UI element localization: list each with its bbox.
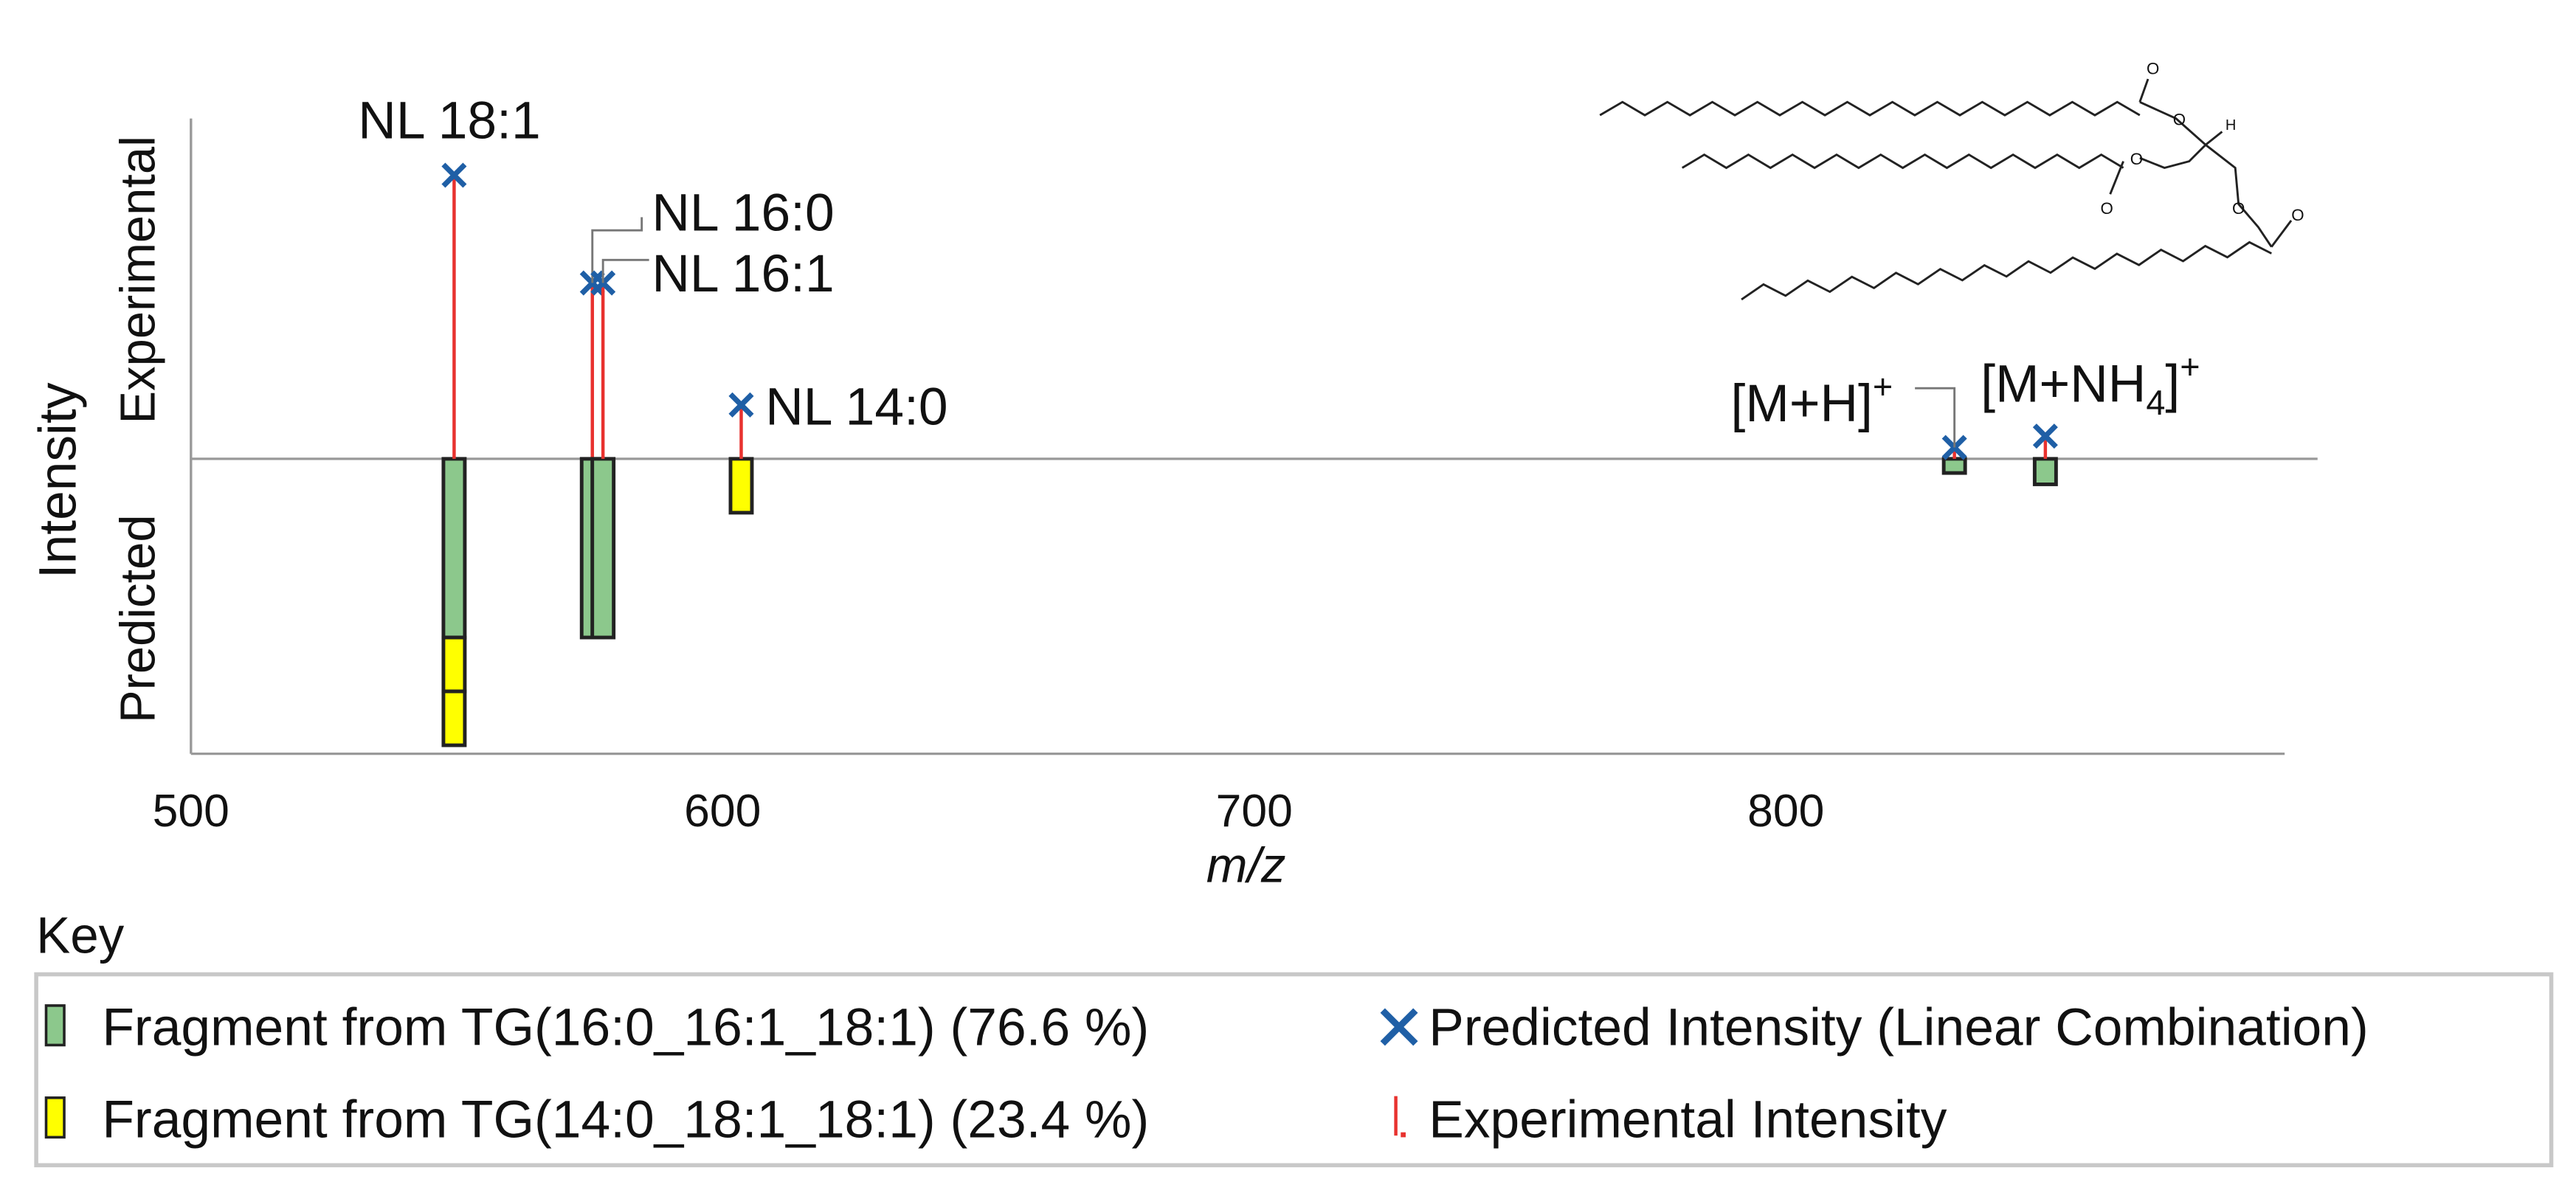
- legend-label: Fragment from TG(16:0_16:1_18:1) (76.6 %…: [102, 998, 1149, 1057]
- hydrogen-atom: H: [2225, 117, 2237, 134]
- peak-label-part: NL 14:0: [765, 378, 947, 437]
- lower-axis-label: Predicted: [111, 514, 166, 723]
- predicted-intensity-marker: [441, 162, 467, 188]
- predicted-fragment-bar: [590, 457, 616, 640]
- peak-label-part: NL 16:0: [652, 183, 834, 242]
- molecule-structure: O O O O O O H: [1599, 59, 2304, 301]
- predicted-fragment-bar: [2032, 457, 2058, 486]
- cross: [728, 392, 754, 418]
- acyl-chain: [1741, 241, 2272, 301]
- peak-label-part: NL 18:1: [358, 91, 540, 150]
- carbonyl-bond: [2138, 78, 2149, 103]
- peak-label: [M+H]+: [1731, 367, 1893, 433]
- oxygen-atom: O: [2147, 59, 2159, 77]
- acyl-chain: [1681, 153, 2124, 170]
- peak-label: NL 16:0: [652, 183, 834, 242]
- peak-label-part: +: [2180, 348, 2200, 386]
- x-tick-label: 800: [1747, 785, 1824, 837]
- hydrogen-bond: [2205, 131, 2223, 146]
- x-tick-label: 700: [1216, 785, 1293, 837]
- oxygen-atom: O: [2101, 199, 2113, 218]
- predicted-fragment-bar: [441, 635, 467, 694]
- y-axis-label: Intensity: [29, 382, 88, 578]
- cross: [441, 162, 467, 188]
- peak-label-part: ]: [2165, 354, 2180, 413]
- peak-label-part: NL 16:1: [652, 244, 834, 303]
- legend-swatch: [44, 1004, 66, 1047]
- oxygen-atom: O: [2173, 111, 2186, 129]
- acyl-chain: [1599, 100, 2141, 117]
- predicted-intensity-marker: [2032, 424, 2058, 449]
- predicted-fragment-bar: [441, 689, 467, 747]
- legend-label: Experimental Intensity: [1429, 1090, 1947, 1149]
- legend-box: [34, 972, 2554, 1168]
- peak-label: NL 14:0: [765, 378, 947, 437]
- legend-swatch: [44, 1096, 66, 1139]
- legend-swatch-dot: [1401, 1132, 1406, 1138]
- predicted-fragment-bar: [728, 457, 754, 515]
- predicted-fragment-bar: [1941, 457, 1967, 475]
- peak-label-part: [M+H]: [1731, 374, 1873, 433]
- peak-label-part: +: [1873, 367, 1893, 406]
- glycerol-backbone: [2139, 100, 2208, 170]
- oxygen-atom: O: [2291, 206, 2304, 224]
- cross: [1941, 435, 1967, 460]
- predicted-fragment-bar: [441, 457, 467, 640]
- carbonyl-bond: [2271, 220, 2293, 248]
- label-leader: [601, 258, 649, 283]
- cross: [2032, 424, 2058, 449]
- legend-label: Fragment from TG(14:0_18:1_18:1) (23.4 %…: [102, 1090, 1149, 1149]
- upper-axis-label: Experimental: [111, 136, 166, 424]
- peak-label-part: [M+NH: [1981, 354, 2146, 413]
- legend-swatch: [1380, 1008, 1418, 1046]
- glycerol-backbone: [2205, 144, 2273, 248]
- predicted-intensity-marker: [1941, 435, 1967, 460]
- peak-label: [M+NH4]+: [1981, 348, 2200, 422]
- legend-title: Key: [36, 907, 125, 964]
- oxygen-atom: O: [2232, 199, 2245, 218]
- oxygen-atom: O: [2130, 150, 2143, 168]
- peak-label: NL 18:1: [358, 91, 540, 150]
- x-tick-label: 500: [153, 785, 229, 837]
- x-axis-label: m/z: [1206, 838, 1286, 893]
- peak-label: NL 16:1: [652, 244, 834, 303]
- label-leader: [1915, 387, 1956, 448]
- x-tick-label: 600: [684, 785, 761, 837]
- carbonyl-bond: [2109, 161, 2124, 195]
- peak-label-part: 4: [2146, 384, 2165, 422]
- predicted-intensity-marker: [728, 392, 754, 418]
- legend-label: Predicted Intensity (Linear Combination): [1429, 998, 2369, 1057]
